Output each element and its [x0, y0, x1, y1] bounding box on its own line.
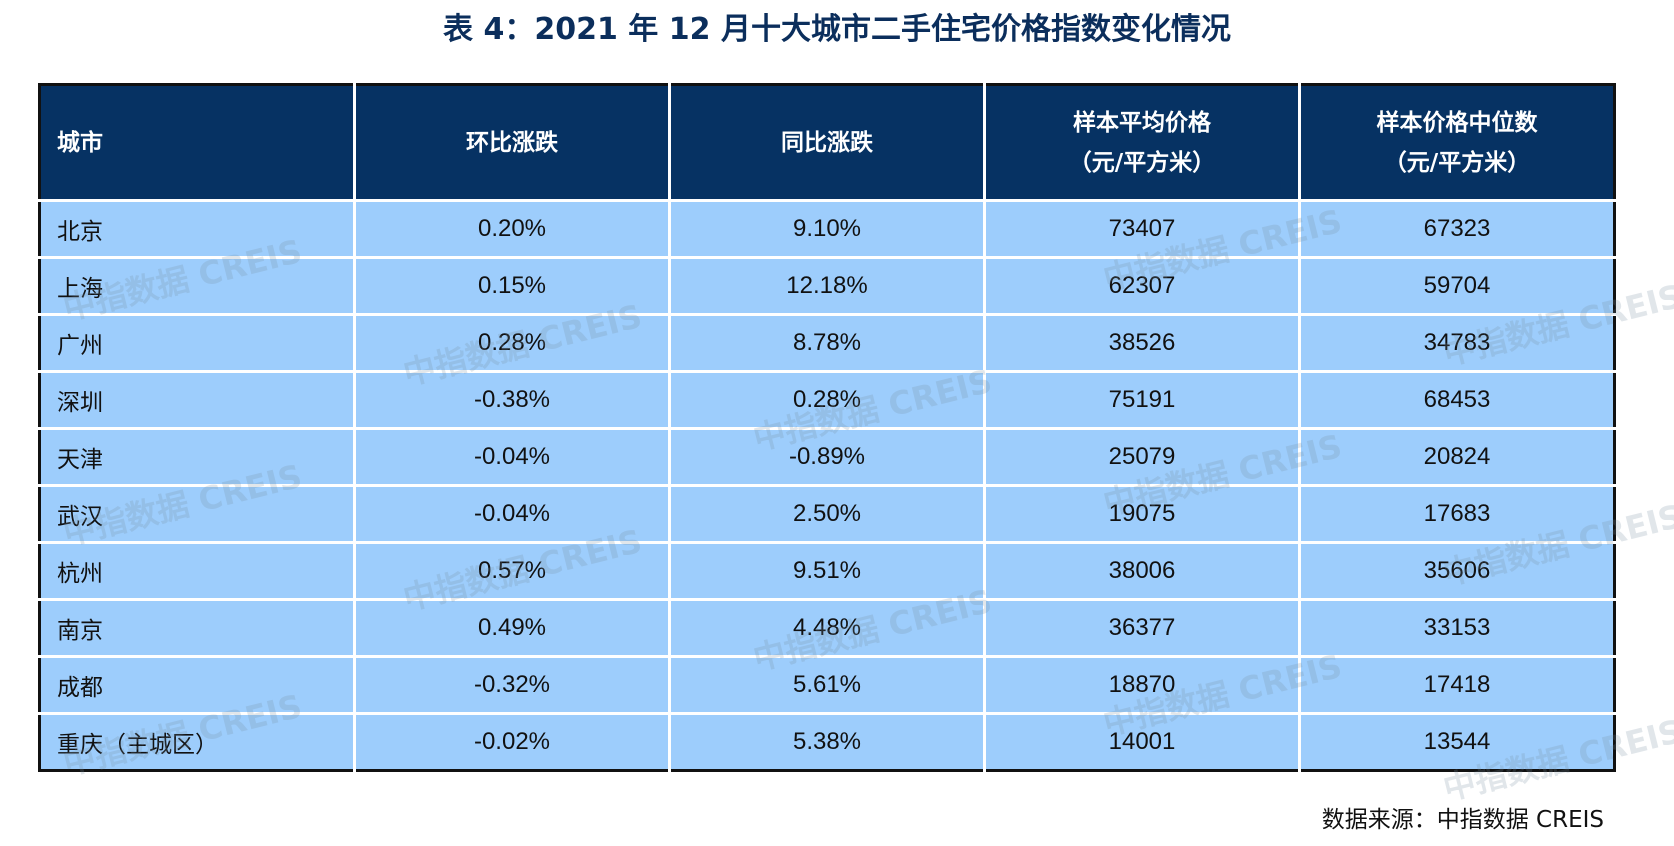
cell-median-price: 67323 [1298, 199, 1615, 259]
cell-median-price: 68453 [1298, 370, 1615, 430]
table-row: 北京 0.20% 9.10% 73407 67323 [39, 199, 1615, 259]
cell-mom-change: 0.49% [353, 598, 671, 658]
header-mom-change: 环比涨跌 [353, 84, 671, 202]
cell-city: 杭州 [39, 541, 356, 601]
cell-mom-change: -0.32% [353, 655, 671, 715]
cell-average-price: 36377 [983, 598, 1301, 658]
cell-median-price: 13544 [1298, 712, 1615, 771]
table-row: 武汉 -0.04% 2.50% 19075 17683 [39, 484, 1615, 544]
cell-city: 深圳 [39, 370, 356, 430]
header-median-price: 样本价格中位数 （元/平方米） [1298, 84, 1615, 202]
cell-yoy-change: 8.78% [668, 313, 986, 373]
cell-yoy-change: 2.50% [668, 484, 986, 544]
cell-yoy-change: 5.61% [668, 655, 986, 715]
table-row: 重庆（主城区） -0.02% 5.38% 14001 13544 [39, 712, 1615, 771]
cell-yoy-change: 9.10% [668, 199, 986, 259]
cell-mom-change: 0.20% [353, 199, 671, 259]
table-row: 成都 -0.32% 5.61% 18870 17418 [39, 655, 1615, 715]
cell-median-price: 35606 [1298, 541, 1615, 601]
cell-yoy-change: -0.89% [668, 427, 986, 487]
table-row: 杭州 0.57% 9.51% 38006 35606 [39, 541, 1615, 601]
cell-city: 武汉 [39, 484, 356, 544]
table-row: 上海 0.15% 12.18% 62307 59704 [39, 256, 1615, 316]
price-index-table: 城市 环比涨跌 同比涨跌 样本平均价格 （元/平方米） 样本价格中位数 （元/平方米… [38, 83, 1616, 772]
cell-mom-change: -0.04% [353, 484, 671, 544]
cell-yoy-change: 4.48% [668, 598, 986, 658]
cell-city: 北京 [39, 199, 356, 259]
cell-yoy-change: 12.18% [668, 256, 986, 316]
cell-city: 天津 [39, 427, 356, 487]
table-title: 表 4：2021 年 12 月十大城市二手住宅价格指数变化情况 [443, 12, 1231, 47]
table-row: 深圳 -0.38% 0.28% 75191 68453 [39, 370, 1615, 430]
cell-average-price: 75191 [983, 370, 1301, 430]
cell-yoy-change: 5.38% [668, 712, 986, 771]
cell-average-price: 38006 [983, 541, 1301, 601]
cell-city: 重庆（主城区） [39, 712, 356, 771]
cell-average-price: 38526 [983, 313, 1301, 373]
data-source-note: 数据来源：中指数据 CREIS [1321, 807, 1604, 833]
cell-average-price: 25079 [983, 427, 1301, 487]
cell-city: 南京 [39, 598, 356, 658]
cell-mom-change: 0.57% [353, 541, 671, 601]
cell-city: 上海 [39, 256, 356, 316]
cell-average-price: 14001 [983, 712, 1301, 771]
cell-yoy-change: 9.51% [668, 541, 986, 601]
cell-median-price: 17418 [1298, 655, 1615, 715]
header-average-price: 样本平均价格 （元/平方米） [983, 84, 1301, 202]
cell-average-price: 18870 [983, 655, 1301, 715]
table-row: 天津 -0.04% -0.89% 25079 20824 [39, 427, 1615, 487]
cell-average-price: 19075 [983, 484, 1301, 544]
cell-median-price: 20824 [1298, 427, 1615, 487]
cell-mom-change: 0.28% [353, 313, 671, 373]
cell-mom-change: -0.04% [353, 427, 671, 487]
cell-mom-change: 0.15% [353, 256, 671, 316]
cell-median-price: 17683 [1298, 484, 1615, 544]
cell-average-price: 73407 [983, 199, 1301, 259]
header-row: 城市 环比涨跌 同比涨跌 样本平均价格 （元/平方米） 样本价格中位数 （元/平方米… [39, 84, 1615, 202]
header-yoy-change: 同比涨跌 [668, 84, 986, 202]
cell-city: 广州 [39, 313, 356, 373]
cell-city: 成都 [39, 655, 356, 715]
table-row: 广州 0.28% 8.78% 38526 34783 [39, 313, 1615, 373]
cell-yoy-change: 0.28% [668, 370, 986, 430]
header-city: 城市 [39, 84, 356, 202]
cell-mom-change: -0.02% [353, 712, 671, 771]
cell-median-price: 59704 [1298, 256, 1615, 316]
table-row: 南京 0.49% 4.48% 36377 33153 [39, 598, 1615, 658]
cell-median-price: 33153 [1298, 598, 1615, 658]
cell-median-price: 34783 [1298, 313, 1615, 373]
cell-average-price: 62307 [983, 256, 1301, 316]
cell-mom-change: -0.38% [353, 370, 671, 430]
